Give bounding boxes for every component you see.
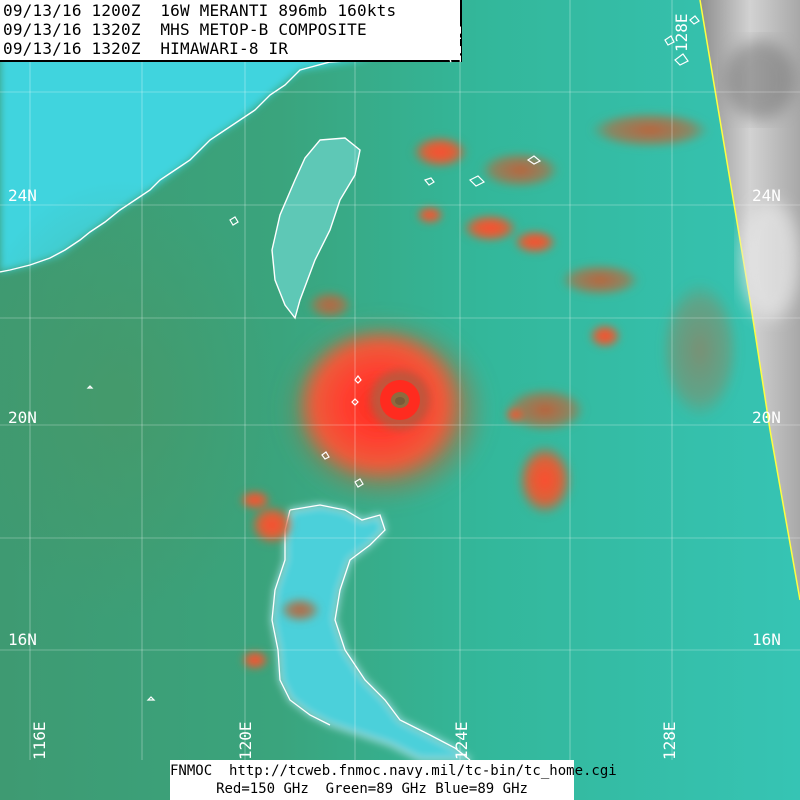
storm-info-line: 09/13/16 1200Z 16W MERANTI 896mb 160kts bbox=[3, 1, 397, 20]
lat-label-16n: 16N bbox=[8, 630, 37, 649]
channel-legend: Red=150 GHz Green=89 GHz Blue=89 GHz bbox=[216, 781, 528, 797]
typhoon-meranti bbox=[280, 315, 490, 505]
lat-label-20n: 20N bbox=[8, 408, 37, 427]
taiwan bbox=[271, 137, 361, 320]
source-url: FNMOC http://tcweb.fnmoc.navy.mil/tc-bin… bbox=[170, 763, 617, 779]
footer-info-box: FNMOC http://tcweb.fnmoc.navy.mil/tc-bin… bbox=[170, 760, 617, 800]
lon-label-120e-bottom: 120E bbox=[236, 721, 255, 760]
lon-label-124e-bottom: 124E bbox=[452, 721, 471, 760]
ir-info-line: 09/13/16 1320Z HIMAWARI-8 IR bbox=[3, 39, 289, 58]
lat-label-16n-right: 16N bbox=[752, 630, 781, 649]
lon-label-128e-bottom: 128E bbox=[660, 721, 679, 760]
sensor-info-line: 09/13/16 1320Z MHS METOP-B COMPOSITE bbox=[3, 20, 367, 39]
lat-label-24n: 24N bbox=[8, 186, 37, 205]
lon-label-116e-bottom: 116E bbox=[30, 721, 49, 760]
lat-label-20n-right: 20N bbox=[752, 408, 781, 427]
lon-label-124e: 124E bbox=[446, 25, 465, 64]
lon-label-128e: 128E bbox=[672, 13, 691, 52]
lat-lon-grid bbox=[0, 0, 800, 760]
lat-label-24n-right: 24N bbox=[752, 186, 781, 205]
header-info-box: 09/13/16 1200Z 16W MERANTI 896mb 160kts … bbox=[0, 0, 462, 62]
